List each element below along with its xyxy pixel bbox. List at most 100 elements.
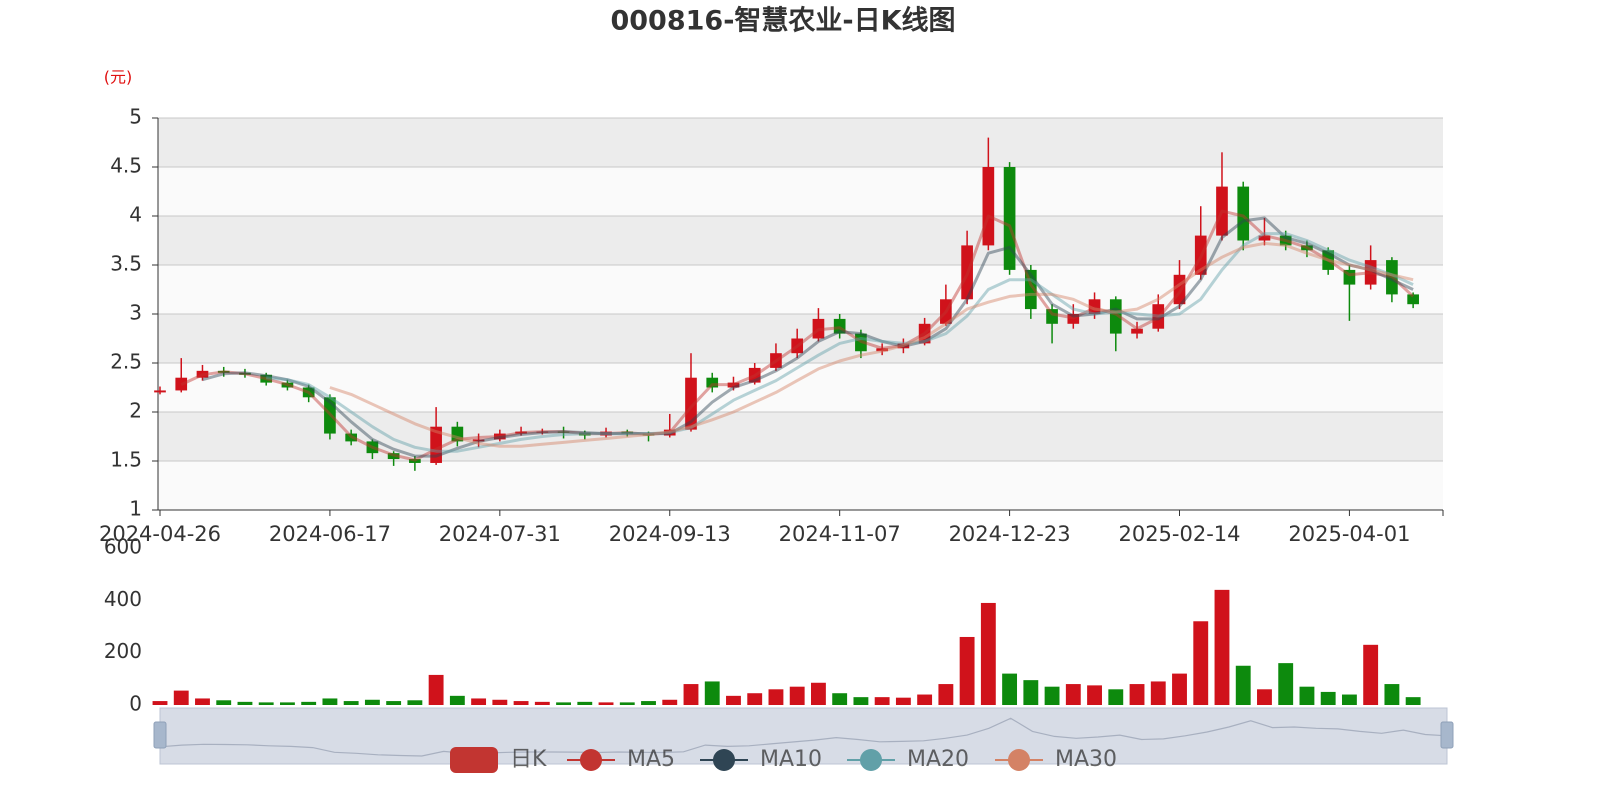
candle-body: [1152, 304, 1165, 329]
candle-body: [897, 343, 910, 349]
split-area: [158, 363, 1443, 412]
volume-bar: [301, 701, 317, 705]
candle-body: [154, 390, 166, 393]
candle-body: [281, 382, 294, 388]
x-tick-label: 2025-04-01: [1288, 522, 1410, 546]
volume-bar: [959, 636, 975, 705]
volume-bar: [280, 702, 295, 705]
split-area: [158, 265, 1443, 314]
volume-bar: [726, 695, 741, 705]
candle-body: [663, 429, 676, 436]
volume-bar: [577, 701, 593, 705]
y-unit: (元): [104, 68, 133, 87]
volume-bar: [237, 701, 253, 705]
x-tick-label: 2024-09-13: [609, 522, 731, 546]
volume-bar: [1065, 684, 1081, 705]
candle-body: [239, 372, 251, 375]
y-tick-label: 3: [129, 301, 142, 325]
zoom-handle[interactable]: [1440, 721, 1454, 749]
volume-bar: [874, 697, 890, 705]
volume-bar: [1108, 689, 1124, 705]
volume-bar: [789, 686, 805, 705]
candle-body: [1301, 245, 1313, 251]
x-tick-label: 2025-02-14: [1118, 522, 1240, 546]
legend-item[interactable]: 日K: [450, 747, 547, 773]
volume-tick-label: 400: [104, 587, 142, 611]
volume-bar: [1087, 685, 1102, 705]
legend-icon-dot: [713, 749, 735, 771]
candle-body: [727, 382, 740, 388]
y-tick-label: 3.5: [110, 252, 142, 276]
volume-bar: [513, 701, 529, 705]
candle-body: [791, 338, 804, 354]
x-tick-label: 2024-12-23: [949, 522, 1071, 546]
volume-bar: [258, 702, 274, 705]
legend-item[interactable]: MA20: [847, 747, 969, 772]
candle-body: [175, 377, 188, 391]
volume-bar: [1129, 684, 1145, 705]
split-area: [158, 461, 1443, 510]
candle-body: [706, 377, 719, 388]
candle-body: [621, 431, 634, 434]
split-area: [158, 216, 1443, 265]
volume-bar: [747, 693, 763, 705]
volume-tick-label: 200: [104, 639, 142, 663]
x-tick-label: 2024-07-31: [439, 522, 561, 546]
zoom-preview: [159, 717, 1448, 757]
legend-icon-dot: [1008, 749, 1030, 771]
volume-bar: [1172, 673, 1187, 705]
x-tick-label: 2024-04-26: [99, 522, 221, 546]
candle-body: [961, 245, 973, 300]
candle-body: [1364, 260, 1377, 285]
legend-item[interactable]: MA30: [995, 747, 1117, 772]
volume-bar: [1320, 691, 1336, 705]
y-tick-label: 4: [129, 203, 142, 227]
legend-label: 日K: [510, 747, 547, 772]
candle-body: [217, 370, 230, 373]
legend-label: MA20: [907, 747, 969, 772]
zoom-handle[interactable]: [153, 721, 167, 749]
legend-item[interactable]: MA5: [567, 747, 675, 772]
x-tick-label: 2024-11-07: [779, 522, 901, 546]
volume-tick-label: 0: [129, 692, 142, 716]
candle-body: [876, 348, 888, 352]
candle-body: [918, 323, 931, 344]
volume-bar: [1214, 589, 1230, 705]
volume-bar: [471, 698, 487, 705]
volume-bar: [683, 684, 699, 705]
candle-body: [812, 318, 825, 339]
x-tick-label: 2024-06-17: [269, 522, 391, 546]
volume-bar: [364, 699, 380, 705]
volume-bar: [534, 701, 550, 705]
candle-body: [1407, 294, 1419, 305]
candle-body: [345, 433, 357, 442]
legend-label: MA30: [1055, 747, 1117, 772]
volume-bar: [492, 699, 508, 705]
candle-body: [1024, 269, 1037, 310]
volume-bar: [1405, 697, 1421, 705]
candle-body: [1194, 235, 1207, 275]
volume-bar: [1299, 686, 1315, 705]
ma-line: [202, 216, 1414, 458]
legend-icon-dot: [860, 749, 882, 771]
candle-body: [1003, 167, 1016, 270]
legend-label: MA5: [627, 747, 675, 772]
candle-body: [1386, 260, 1398, 295]
volume-bar: [810, 682, 826, 705]
candle-body: [430, 426, 442, 463]
volume-bar: [1044, 686, 1060, 705]
chart-title: 000816-智慧农业-日K线图: [610, 6, 955, 37]
volume-bar: [832, 693, 848, 705]
y-tick-label: 2.5: [110, 350, 142, 374]
candle-body: [600, 431, 612, 436]
legend-item[interactable]: MA10: [700, 747, 822, 772]
candle-body: [493, 433, 506, 440]
candle-body: [1322, 250, 1335, 270]
y-tick-label: 5: [129, 105, 142, 129]
volume-bar: [428, 674, 444, 705]
candle-body: [324, 397, 336, 434]
candle-body: [1279, 235, 1292, 246]
candle-body: [1067, 314, 1080, 324]
ma-line: [329, 241, 1414, 448]
